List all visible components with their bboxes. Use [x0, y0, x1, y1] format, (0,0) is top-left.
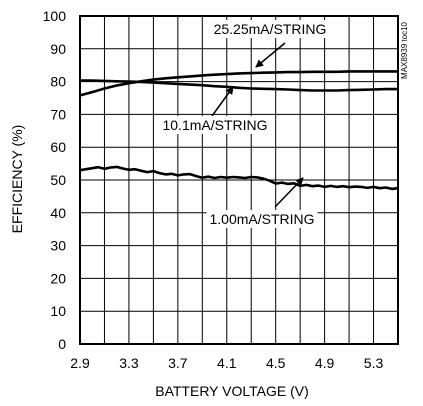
x-tick-label: 5.3: [364, 355, 384, 371]
x-tick-labels: 2.9 3.3 3.7 4.1 4.5 4.9 5.3: [70, 355, 383, 371]
annotations: 25.25mA/STRING 10.1mA/STRING 1.00mA/STRING: [159, 20, 330, 228]
y-tick-label: 40: [50, 205, 66, 221]
y-tick-label: 10: [50, 303, 66, 319]
annotation-backdrop: [206, 210, 318, 228]
y-tick-label: 90: [50, 41, 66, 57]
series-1-00ma-line: [79, 165, 399, 191]
annotation-arrow: [255, 42, 286, 68]
x-axis-label: BATTERY VOLTAGE (V): [155, 383, 309, 399]
y-tick-label: 60: [50, 139, 66, 155]
annotation-backdrop: [159, 116, 271, 134]
series-layer: [79, 70, 399, 191]
y-tick-labels: 0 10 20 30 40 50 60 70 80 90 100: [43, 8, 67, 352]
y-tick-label: 100: [43, 8, 67, 24]
x-tick-label: 3.7: [168, 355, 188, 371]
series-10-1ma-line: [80, 79, 398, 92]
y-tick-label: 30: [50, 238, 66, 254]
x-tick-label: 4.5: [266, 355, 286, 371]
plot-frame: [79, 15, 399, 345]
y-tick-label: 70: [50, 106, 66, 122]
y-tick-label: 50: [50, 172, 66, 188]
x-tick-label: 2.9: [70, 355, 90, 371]
annotation-backdrop: [210, 20, 330, 38]
annotation-arrow: [274, 177, 304, 208]
x-tick-label: 4.1: [217, 355, 237, 371]
annotation-1-00ma: 1.00mA/STRING: [209, 211, 314, 227]
annotation-25-25ma: 25.25mA/STRING: [214, 21, 327, 37]
x-tick-label: 4.9: [315, 355, 335, 371]
x-tick-label: 3.3: [119, 355, 139, 371]
figure-id: MAX8939 toc10: [400, 21, 409, 78]
y-tick-label: 0: [58, 336, 66, 352]
y-tick-label: 80: [50, 74, 66, 90]
y-tick-label: 20: [50, 270, 66, 286]
annotation-10-1ma: 10.1mA/STRING: [162, 117, 267, 133]
annotation-arrow: [211, 86, 234, 117]
y-axis-label: EFFICIENCY (%): [9, 125, 25, 234]
grid: [80, 16, 398, 344]
